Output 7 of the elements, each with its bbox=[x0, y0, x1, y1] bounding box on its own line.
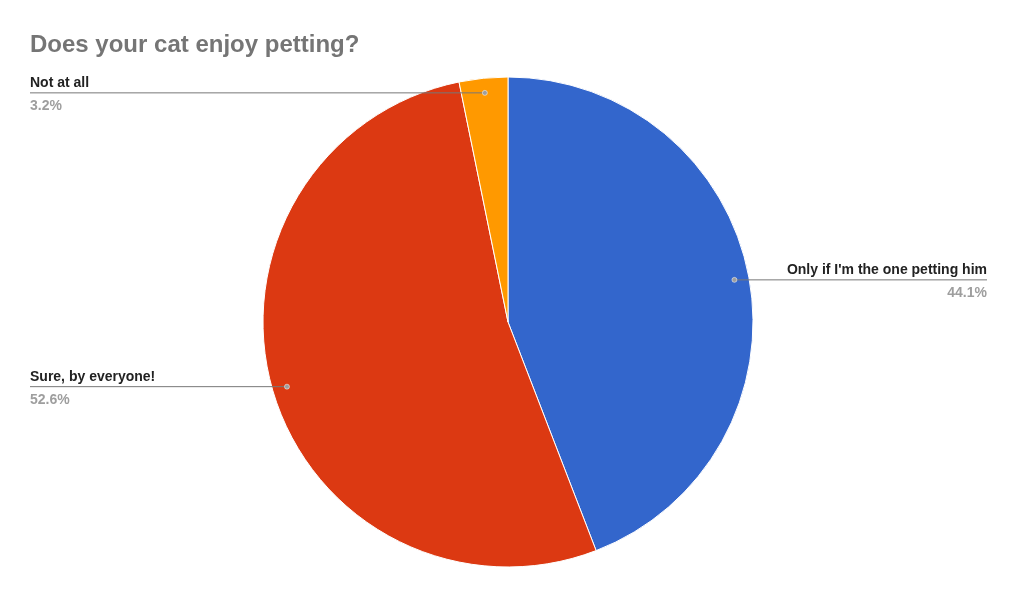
slice-label: Sure, by everyone! bbox=[30, 367, 156, 384]
data-label: 3.2% bbox=[30, 96, 63, 113]
chart-title: Does your cat enjoy petting? bbox=[30, 30, 360, 57]
slice-label: Only if I'm the one petting him bbox=[786, 260, 987, 277]
data-label: 52.6% bbox=[30, 390, 71, 407]
slice-label: Not at all bbox=[30, 73, 90, 90]
data-label: 44.1% bbox=[947, 283, 988, 300]
